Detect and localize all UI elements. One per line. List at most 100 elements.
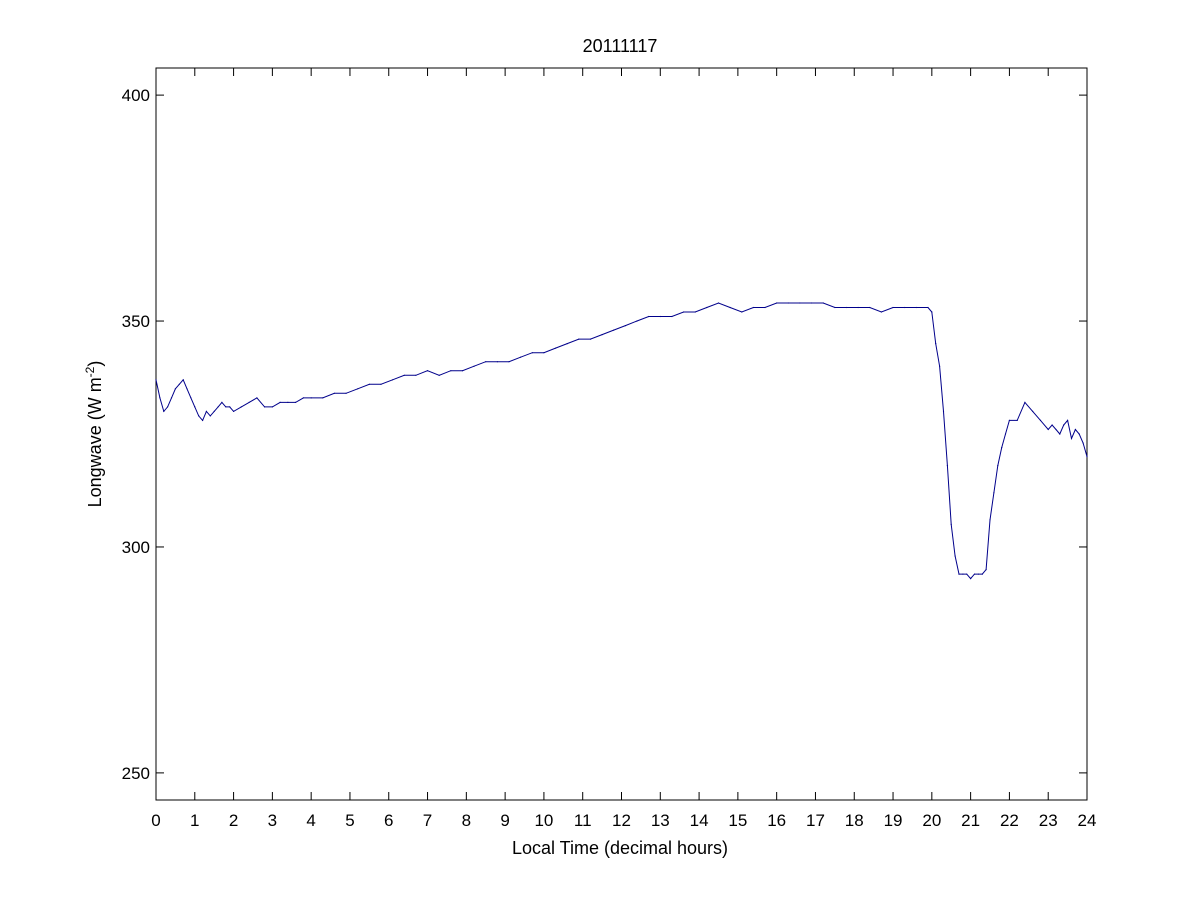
data-point bbox=[163, 410, 165, 412]
data-point bbox=[822, 302, 824, 304]
data-point bbox=[648, 315, 650, 318]
data-point bbox=[190, 397, 192, 399]
data-point bbox=[302, 397, 304, 399]
data-point bbox=[240, 406, 242, 408]
data-point bbox=[1001, 447, 1003, 449]
data-point bbox=[555, 347, 557, 349]
data-point bbox=[155, 379, 157, 381]
data-point bbox=[167, 406, 169, 408]
x-tick-label: 20 bbox=[922, 811, 941, 830]
data-point bbox=[950, 523, 952, 526]
data-point bbox=[935, 343, 937, 345]
data-point bbox=[915, 306, 917, 309]
x-tick-label: 8 bbox=[462, 811, 471, 830]
x-tick-label: 12 bbox=[612, 811, 631, 830]
data-point bbox=[202, 419, 204, 421]
y-axis-label: Longwave (W m-2) bbox=[83, 361, 105, 508]
data-point bbox=[970, 578, 972, 580]
data-point bbox=[473, 365, 475, 367]
data-point bbox=[1047, 428, 1049, 431]
data-point bbox=[426, 370, 429, 372]
data-point bbox=[589, 338, 592, 340]
x-tick-label: 23 bbox=[1039, 811, 1058, 830]
data-point bbox=[1074, 428, 1076, 431]
data-point bbox=[248, 401, 250, 403]
data-point bbox=[799, 302, 801, 304]
data-point bbox=[450, 370, 452, 372]
data-point bbox=[403, 374, 405, 376]
data-point bbox=[811, 302, 813, 304]
data-point bbox=[931, 311, 933, 313]
data-point bbox=[1086, 456, 1088, 458]
data-point bbox=[717, 302, 720, 304]
x-tick-label: 18 bbox=[845, 811, 864, 830]
data-point bbox=[508, 361, 510, 363]
data-point bbox=[174, 388, 176, 390]
data-point bbox=[752, 306, 755, 309]
data-point bbox=[659, 315, 661, 318]
y-tick-label: 250 bbox=[122, 764, 150, 783]
data-point bbox=[977, 573, 980, 575]
data-point bbox=[962, 573, 964, 575]
data-point bbox=[834, 306, 836, 309]
data-point bbox=[729, 306, 731, 309]
x-tick-label: 2 bbox=[229, 811, 238, 830]
data-point bbox=[287, 401, 289, 403]
data-point bbox=[531, 352, 533, 354]
data-point bbox=[496, 361, 498, 363]
chart-title: 20111117 bbox=[583, 36, 658, 56]
data-point bbox=[1070, 437, 1073, 440]
data-point bbox=[217, 406, 219, 408]
data-point bbox=[357, 388, 359, 390]
data-point bbox=[520, 356, 522, 358]
x-tick-label: 1 bbox=[190, 811, 199, 830]
data-point bbox=[904, 306, 906, 309]
data-point bbox=[1008, 419, 1011, 421]
data-point bbox=[1004, 433, 1007, 435]
data-point bbox=[741, 311, 743, 313]
data-point bbox=[671, 315, 673, 318]
data-point bbox=[985, 569, 987, 571]
data-point bbox=[310, 397, 312, 399]
data-point bbox=[461, 370, 464, 372]
data-points bbox=[155, 302, 1088, 580]
data-point bbox=[1024, 401, 1026, 403]
x-tick-label: 22 bbox=[1000, 811, 1019, 830]
y-axis-ticks: 250 300 350 400 bbox=[122, 86, 1087, 783]
x-tick-label: 17 bbox=[806, 811, 825, 830]
data-point bbox=[1078, 433, 1080, 435]
data-point bbox=[295, 401, 297, 403]
x-tick-label: 5 bbox=[345, 811, 354, 830]
data-point bbox=[1051, 424, 1053, 426]
y-tick-label: 300 bbox=[122, 538, 150, 557]
x-tick-label: 9 bbox=[500, 811, 509, 830]
data-point bbox=[333, 392, 335, 394]
x-tick-label: 4 bbox=[306, 811, 315, 830]
y-axis-label-suffix: ) bbox=[85, 361, 105, 367]
data-point bbox=[233, 410, 235, 412]
x-axis-label: Local Time (decimal hours) bbox=[512, 838, 728, 858]
data-point bbox=[966, 573, 968, 575]
data-point bbox=[225, 406, 227, 408]
data-point bbox=[186, 388, 188, 390]
data-point bbox=[683, 311, 685, 313]
data-point bbox=[159, 397, 161, 399]
x-tick-label: 13 bbox=[651, 811, 670, 830]
data-point bbox=[221, 401, 223, 403]
data-point bbox=[194, 406, 196, 408]
data-point bbox=[213, 410, 215, 412]
y-axis-label-superscript: -2 bbox=[83, 366, 97, 377]
data-point bbox=[706, 306, 708, 309]
x-tick-label: 14 bbox=[690, 811, 709, 830]
x-tick-label: 7 bbox=[423, 811, 432, 830]
data-point bbox=[415, 374, 417, 376]
data-point bbox=[601, 334, 603, 336]
data-point bbox=[776, 302, 778, 304]
x-tick-label: 15 bbox=[728, 811, 747, 830]
data-point bbox=[636, 320, 638, 322]
data-point bbox=[1059, 433, 1061, 435]
x-tick-label: 24 bbox=[1078, 811, 1097, 830]
data-point bbox=[256, 397, 258, 399]
y-tick-label: 400 bbox=[122, 86, 150, 105]
